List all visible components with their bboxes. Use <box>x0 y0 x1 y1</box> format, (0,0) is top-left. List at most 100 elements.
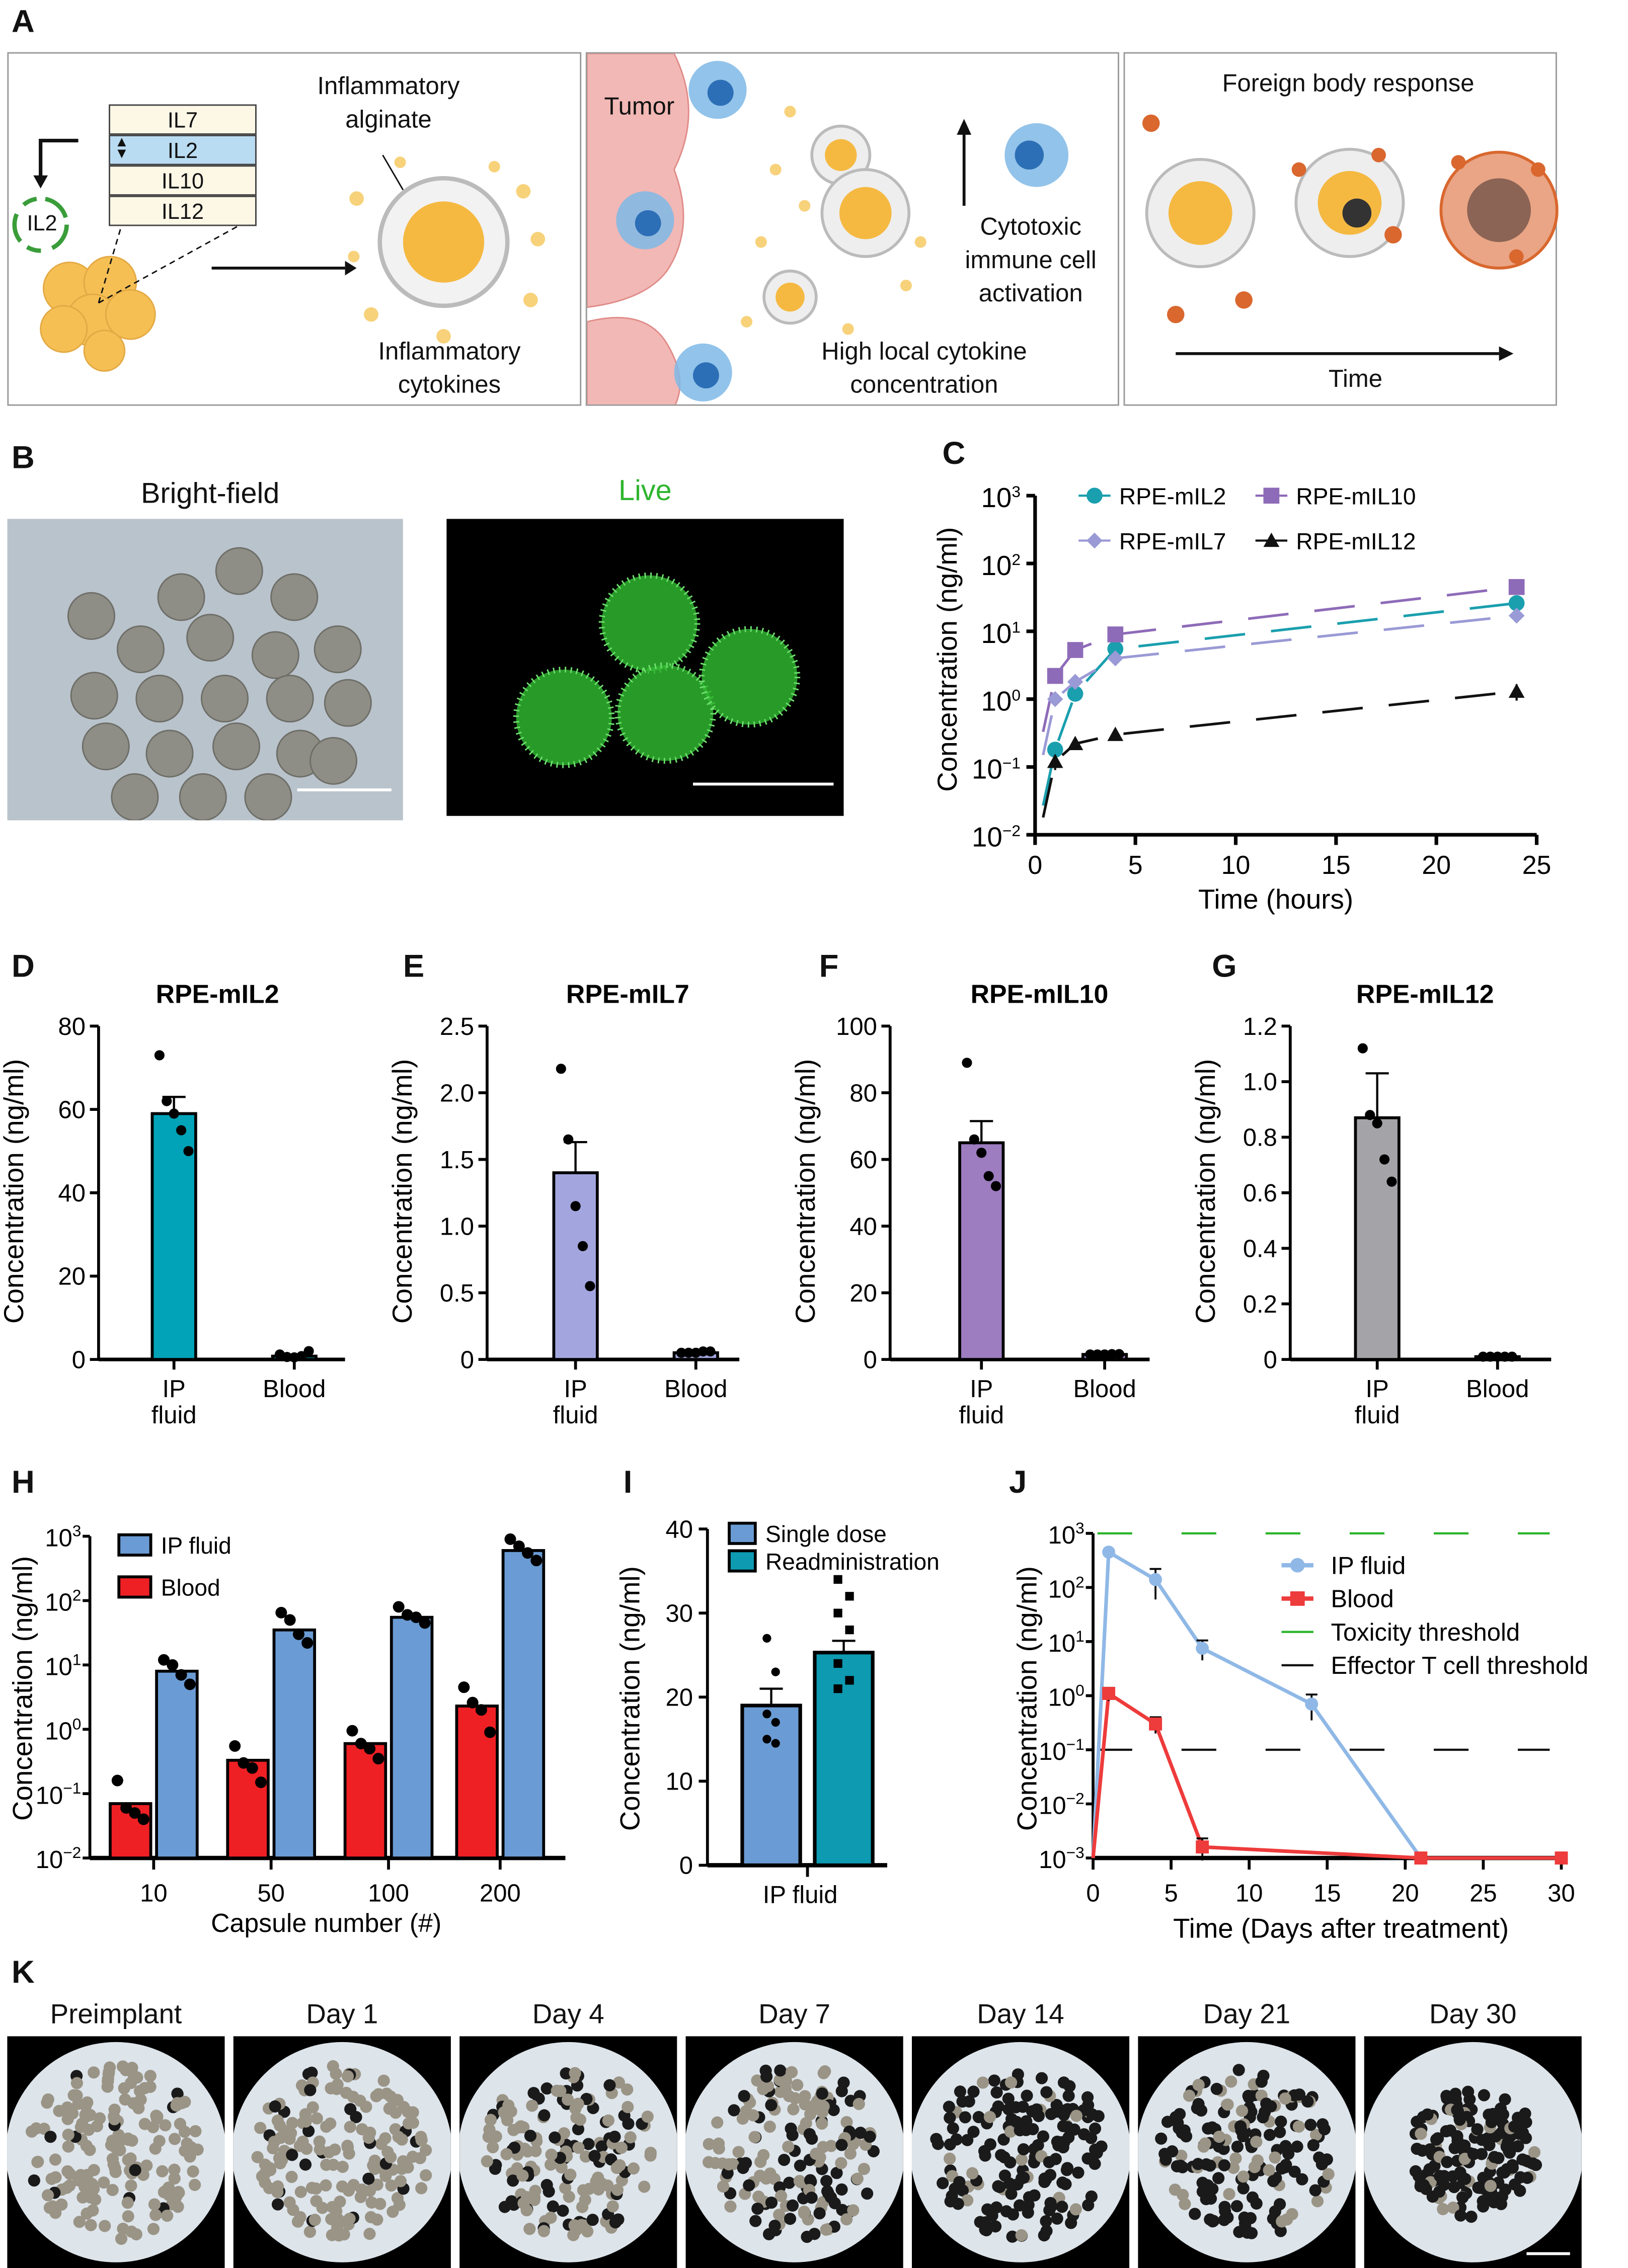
data-point <box>771 1739 780 1748</box>
capsule <box>159 2119 172 2132</box>
live-capsule <box>617 665 714 761</box>
data-point <box>1149 1573 1162 1586</box>
x-tick-label: Blood <box>1073 1375 1136 1403</box>
data-point <box>419 1617 431 1629</box>
data-point <box>1508 595 1525 611</box>
tick-label: 0.6 <box>1243 1180 1277 1207</box>
live-capsule <box>702 629 798 725</box>
data-point <box>771 1718 780 1727</box>
x-tick-label: IP <box>564 1375 587 1403</box>
il-list-item-il7: IL7 <box>109 104 257 135</box>
data-point <box>292 1628 304 1640</box>
capsule <box>331 2221 344 2234</box>
capsule <box>1176 2161 1189 2173</box>
data-point <box>530 1555 542 1567</box>
capsule <box>45 2172 58 2185</box>
tick-label: 10−2 <box>36 1843 82 1874</box>
tick-label: 30 <box>666 1600 693 1628</box>
capsule <box>608 2130 621 2143</box>
data-point <box>255 1776 267 1789</box>
capsule <box>171 2097 184 2110</box>
capsule <box>1237 2170 1250 2183</box>
data-point <box>154 1050 165 1061</box>
capsule <box>1232 2064 1245 2076</box>
capsule <box>1260 2097 1273 2110</box>
chart-j: 10−3 10−2 10−1 100 101 102 103 0 5 10 15 20 25 30 Time… <box>1039 1519 1588 1944</box>
capsule <box>569 2102 582 2115</box>
capsule <box>799 2098 811 2111</box>
capsule <box>1204 2193 1217 2205</box>
capsule <box>602 2114 615 2127</box>
capsule <box>732 2146 745 2158</box>
capsule <box>1292 2120 1305 2133</box>
capsule <box>569 2067 581 2079</box>
capsule <box>1279 2140 1292 2152</box>
capsule <box>1032 2139 1044 2152</box>
capsule <box>1045 2108 1057 2121</box>
brightfield-title: Bright-field <box>140 478 280 511</box>
data-point <box>1107 650 1124 667</box>
legend-swatch <box>728 1549 757 1573</box>
capsule <box>1177 2189 1189 2201</box>
capsule <box>251 2151 264 2163</box>
capsule <box>169 2133 181 2145</box>
tumor-illustration <box>587 53 1069 404</box>
y-axis-label: Concentration (ng/ml) <box>1190 1059 1221 1324</box>
data-point <box>1107 1349 1117 1359</box>
capsule <box>810 2147 822 2160</box>
capsule <box>356 2123 368 2136</box>
capsule <box>487 2141 499 2154</box>
capsule <box>749 2215 762 2227</box>
capsule <box>285 2170 298 2183</box>
capsule <box>1002 2103 1015 2116</box>
capsule <box>595 2140 608 2153</box>
data-point <box>1357 1043 1368 1054</box>
capsule <box>1267 2175 1280 2188</box>
data-point <box>1067 686 1083 702</box>
tumor-label: Tumor <box>604 93 675 121</box>
il-list-item-il12: IL12 <box>109 195 257 226</box>
data-point <box>346 1725 358 1737</box>
capsule <box>555 2161 568 2174</box>
tick-label: 10−1 <box>972 754 1021 785</box>
capsule <box>108 2113 121 2126</box>
microcapsule <box>244 773 292 821</box>
capsule <box>1309 2184 1322 2197</box>
capsule <box>545 2211 557 2224</box>
data-point <box>275 1606 287 1618</box>
legend-label: Readministration <box>765 1549 940 1575</box>
capsule <box>1015 2229 1028 2241</box>
x-tick-label: fluid <box>959 1402 1004 1429</box>
capsule <box>84 2144 96 2156</box>
capsule <box>115 2232 128 2245</box>
capsule <box>385 2179 398 2192</box>
capsule <box>343 2213 356 2225</box>
capsule <box>276 2154 288 2166</box>
tick-label: 10 <box>666 1768 693 1796</box>
x-tick-label: 20 <box>1391 1880 1419 1907</box>
data-point <box>175 1669 187 1681</box>
capsule <box>76 2191 89 2204</box>
capsule <box>1038 2172 1051 2185</box>
capsule <box>89 2193 102 2206</box>
capsule <box>542 2185 555 2198</box>
capsule <box>785 2122 797 2135</box>
capsule <box>1191 2102 1203 2115</box>
capsule <box>736 2113 749 2125</box>
capsule <box>1237 2182 1250 2195</box>
tick-label: 80 <box>849 1080 877 1107</box>
capsule <box>622 2100 634 2114</box>
capsule <box>988 2074 1000 2087</box>
capsule <box>268 2136 280 2148</box>
tick-label: 20 <box>849 1280 877 1307</box>
capsule <box>816 2087 828 2100</box>
capsule <box>723 2158 735 2171</box>
capsule <box>103 2061 116 2074</box>
capsule <box>1426 2191 1439 2203</box>
timepoint-label: Day 1 <box>306 2000 378 2031</box>
capsule <box>820 2223 832 2236</box>
data-point <box>1414 1851 1428 1865</box>
tick-label: 40 <box>849 1213 877 1240</box>
x-tick-label: Blood <box>664 1375 727 1403</box>
